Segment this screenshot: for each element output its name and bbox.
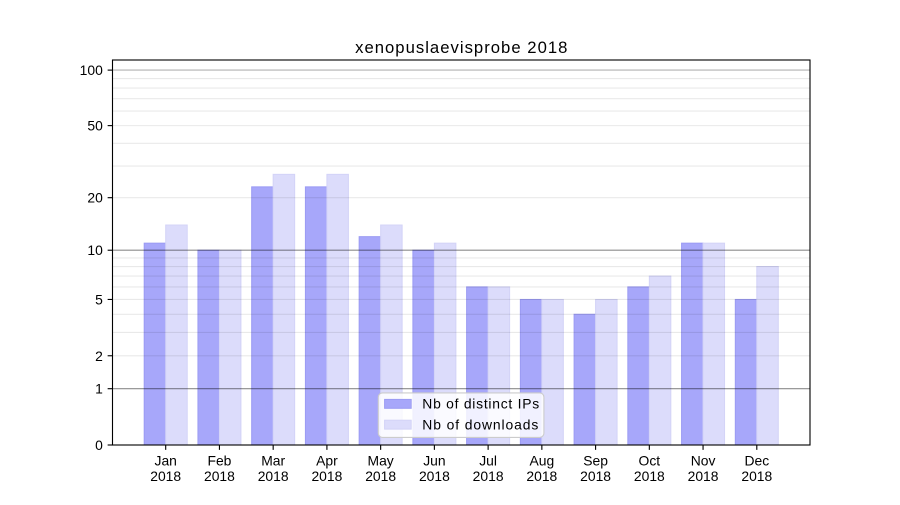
- svg-text:Nov: Nov: [691, 453, 716, 469]
- svg-text:Apr: Apr: [316, 453, 338, 469]
- svg-text:2018: 2018: [634, 468, 665, 484]
- svg-text:5: 5: [95, 291, 103, 307]
- svg-text:2018: 2018: [741, 468, 772, 484]
- svg-text:Oct: Oct: [639, 453, 661, 469]
- svg-text:2018: 2018: [580, 468, 611, 484]
- svg-text:2018: 2018: [419, 468, 450, 484]
- svg-text:Jul: Jul: [479, 453, 497, 469]
- svg-text:1: 1: [95, 381, 103, 397]
- svg-text:Mar: Mar: [261, 453, 285, 469]
- svg-text:Dec: Dec: [744, 453, 769, 469]
- svg-text:20: 20: [87, 190, 103, 206]
- svg-text:2018: 2018: [204, 468, 235, 484]
- svg-text:2018: 2018: [311, 468, 342, 484]
- svg-text:10: 10: [87, 242, 103, 258]
- svg-text:Jun: Jun: [423, 453, 445, 469]
- svg-text:2018: 2018: [473, 468, 504, 484]
- svg-text:2: 2: [95, 348, 103, 364]
- svg-text:Jan: Jan: [155, 453, 177, 469]
- svg-text:2018: 2018: [688, 468, 719, 484]
- svg-text:100: 100: [80, 62, 103, 78]
- svg-text:xenopuslaevisprobe 2018: xenopuslaevisprobe 2018: [355, 38, 567, 57]
- svg-text:Feb: Feb: [207, 453, 231, 469]
- svg-text:0: 0: [95, 437, 103, 453]
- svg-text:Nb of distinct IPs: Nb of distinct IPs: [422, 396, 539, 412]
- svg-text:2018: 2018: [258, 468, 289, 484]
- svg-text:2018: 2018: [526, 468, 557, 484]
- svg-text:Aug: Aug: [529, 453, 554, 469]
- svg-text:Sep: Sep: [583, 453, 608, 469]
- svg-text:2018: 2018: [150, 468, 181, 484]
- svg-text:50: 50: [87, 118, 103, 134]
- svg-text:Nb of downloads: Nb of downloads: [422, 417, 538, 433]
- svg-text:2018: 2018: [365, 468, 396, 484]
- svg-text:May: May: [368, 453, 394, 469]
